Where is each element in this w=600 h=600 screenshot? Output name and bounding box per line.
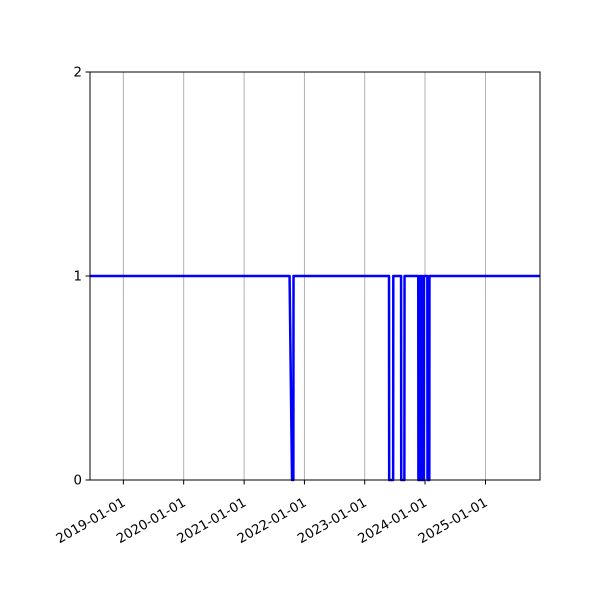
y-tick-label: 0	[74, 474, 82, 489]
data-line	[90, 274, 540, 482]
x-tick-label: 2025-01-01	[416, 495, 490, 547]
y-tick-label: 2	[74, 66, 82, 81]
y-tick-label: 1	[74, 270, 82, 285]
series-lines	[90, 274, 540, 482]
x-tick-labels: 2019-01-012020-01-012021-01-012022-01-01…	[54, 495, 491, 547]
y-tick-labels: 0 1 2	[74, 66, 82, 489]
tick-marks	[85, 71, 486, 485]
